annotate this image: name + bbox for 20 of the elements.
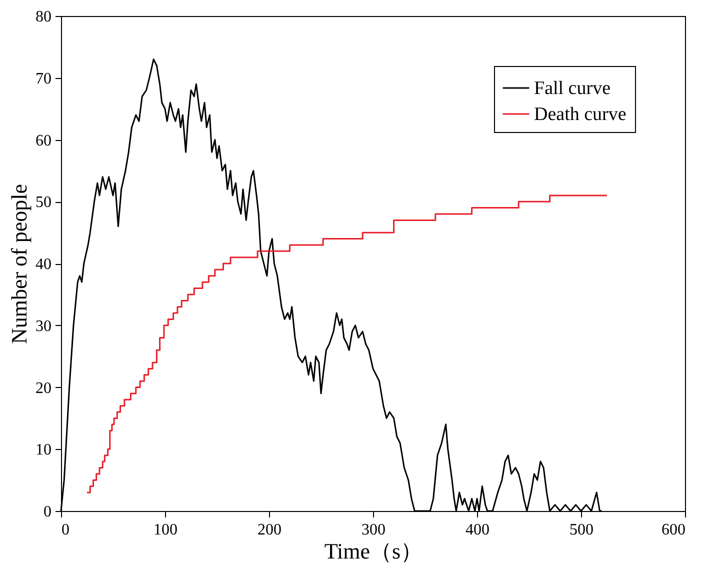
y-tick-label: 70 [36,70,52,88]
legend-label: Death curve [534,104,626,125]
y-axis-title: Number of people [6,184,32,344]
y-tick-label: 30 [36,318,52,335]
x-tick-label: 200 [258,522,282,538]
y-tick-label: 20 [36,380,52,397]
y-tick-label: 80 [36,8,52,26]
x-axis-title: Time（s） [324,538,423,564]
x-tick-label: 600 [662,522,686,538]
y-tick-label: 10 [36,442,52,459]
y-tick-label: 50 [36,194,52,212]
x-tick-label: 300 [362,522,386,538]
x-tick-label: 500 [570,522,594,538]
y-tick-label: 0 [44,504,52,520]
x-tick-label: 400 [466,522,490,538]
x-tick-label: 0 [62,522,70,538]
y-tick-label: 60 [36,132,52,150]
legend-label: Fall curve [534,78,611,99]
y-tick-label: 40 [36,256,52,273]
x-tick-label: 100 [154,522,178,538]
